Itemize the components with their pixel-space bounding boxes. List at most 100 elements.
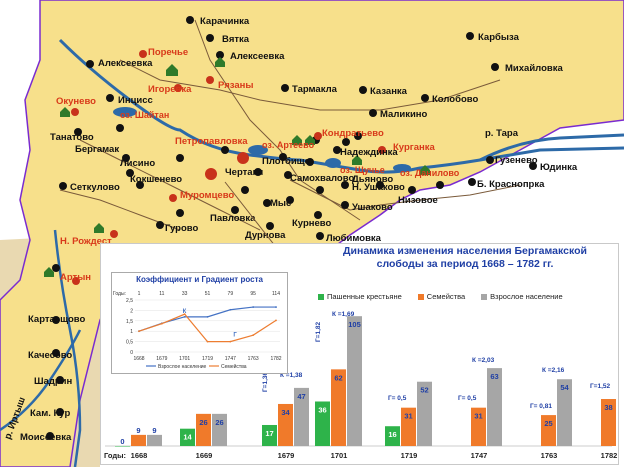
svg-text:Колобово: Колобово (432, 94, 478, 105)
x-top-tick: 95 (250, 291, 256, 297)
growth-annotation: Г=1,82 (315, 321, 322, 342)
inset-chart-panel: Коэффициент и Градиент роста (111, 272, 288, 374)
lake-danilovo (393, 164, 411, 172)
bar (385, 426, 400, 446)
svg-text:Плотбище: Плотбище (262, 156, 310, 167)
lake-labels: оз. Шайтан оз. Артеево оз. Щучье оз. Дан… (120, 110, 460, 178)
svg-text:Гузенево: Гузенево (495, 155, 538, 166)
svg-text:оз. Шайтан: оз. Шайтан (120, 110, 169, 120)
x-tick-label: 1782 (270, 356, 281, 362)
data-point (229, 308, 232, 311)
bar (417, 381, 432, 446)
legend-label: Семейства (221, 363, 247, 370)
svg-text:Низовое: Низовое (398, 195, 438, 206)
data-point (252, 334, 255, 337)
legend-item: Семейства (417, 292, 466, 301)
river-west (53, 229, 82, 467)
x-tick-label: 1719 (202, 356, 213, 362)
x-tick-label: 1669 (196, 451, 213, 460)
data-label: 9 (152, 426, 156, 435)
svg-text:Н. Рождест: Н. Рождест (60, 236, 112, 247)
growth-annotation: Г= 0,81 (530, 403, 552, 410)
svg-text:Н. Ушаково: Н. Ушаково (352, 182, 405, 193)
chart-title: Динамика изменения населения Бергамакско… (343, 245, 587, 270)
x-axis-prefix: Годы: (104, 451, 126, 460)
river-irtysh-south (0, 329, 82, 432)
bar (471, 407, 486, 446)
svg-text:Кам. Кур: Кам. Кур (30, 408, 70, 419)
legend-label: Семейства (426, 292, 466, 301)
bar (131, 434, 146, 446)
svg-text:Михайловка: Михайловка (505, 63, 563, 74)
svg-text:Лисино: Лисино (120, 158, 155, 169)
x-tick-label: 1701 (179, 356, 190, 362)
legend-swatch (318, 293, 324, 300)
data-point (275, 319, 277, 322)
svg-text:Самохвалово: Самохвалово (290, 173, 354, 184)
river-irtysh-branch (58, 38, 624, 174)
svg-text:оз. Данилово: оз. Данилово (400, 168, 460, 178)
svg-text:Тармакла: Тармакла (292, 84, 338, 95)
chart-legend: Пашенные крестьяне Семейства Взрослое на… (318, 292, 563, 301)
svg-text:Мыс: Мыс (270, 198, 291, 209)
lake-shchuchye (325, 158, 341, 168)
bar (212, 413, 227, 446)
svg-text:Вятка: Вятка (222, 34, 250, 45)
x-tick-label: 1763 (248, 356, 259, 362)
x-tick-label: 1679 (278, 451, 295, 460)
svg-text:Моисеевка: Моисеевка (20, 432, 72, 443)
svg-text:Картасщово: Картасщово (28, 314, 86, 325)
x-top-tick: 114 (272, 291, 280, 297)
svg-text:Поречье: Поречье (148, 47, 188, 58)
data-label: 36 (318, 405, 326, 414)
x-tick-label: 1719 (401, 451, 418, 460)
svg-text:Окунево: Окунево (56, 96, 96, 107)
svg-text:Ушаково: Ушаково (352, 202, 393, 213)
growth-annotation: К =2,03 (472, 357, 495, 364)
river-label-tara: р. Тара (485, 128, 519, 139)
point-label: Г (233, 333, 237, 339)
svg-text:Качесово: Качесово (28, 350, 72, 361)
x-tick-label: 1679 (156, 356, 167, 362)
growth-annotation: Г=1,36 (262, 371, 269, 392)
svg-text:Муромцево: Муромцево (180, 190, 234, 201)
growth-annotation: Г=1,52 (590, 383, 611, 390)
svg-text:Надеждинка: Надеждинка (340, 147, 398, 158)
svg-text:Маликино: Маликино (380, 109, 428, 120)
data-label: 105 (348, 320, 361, 329)
data-label: 26 (215, 418, 223, 427)
legend-swatch (481, 293, 488, 300)
x-top-tick: 1 (138, 291, 141, 297)
data-point (252, 306, 255, 308)
svg-text:Дьяново: Дьяново (352, 174, 393, 185)
y-tick-label: 0 (130, 350, 133, 356)
svg-text:Карбыза: Карбыза (478, 32, 520, 43)
data-label: 31 (404, 412, 412, 421)
data-point (160, 322, 163, 325)
x-top-tick: 11 (159, 291, 164, 297)
svg-text:Кокшенево: Кокшенево (130, 174, 182, 185)
growth-annotation: К =2,16 (542, 367, 565, 374)
data-label: 31 (474, 412, 482, 421)
data-point (275, 306, 277, 308)
svg-text:Артын: Артын (60, 272, 91, 283)
x-top-tick: 51 (205, 291, 211, 297)
bar (262, 424, 277, 446)
point-label: К (183, 309, 187, 315)
settlement-house-icons (44, 57, 430, 277)
svg-text:оз. Щучье: оз. Щучье (340, 165, 385, 175)
bar (115, 446, 130, 447)
x-tick-label: 1747 (225, 356, 236, 362)
svg-text:Гурово: Гурово (165, 223, 199, 234)
data-label: 0 (120, 437, 124, 446)
bar (180, 428, 195, 446)
data-label: 38 (604, 403, 612, 412)
svg-text:Казанка: Казанка (370, 86, 408, 97)
svg-text:Шадрин: Шадрин (34, 376, 73, 387)
svg-text:Юдинка: Юдинка (540, 162, 578, 173)
x-tick-label: 1747 (471, 451, 488, 460)
svg-text:оз. Артеево: оз. Артеево (262, 140, 315, 150)
x-top-tick: 33 (182, 291, 188, 297)
data-label: 52 (420, 386, 428, 395)
